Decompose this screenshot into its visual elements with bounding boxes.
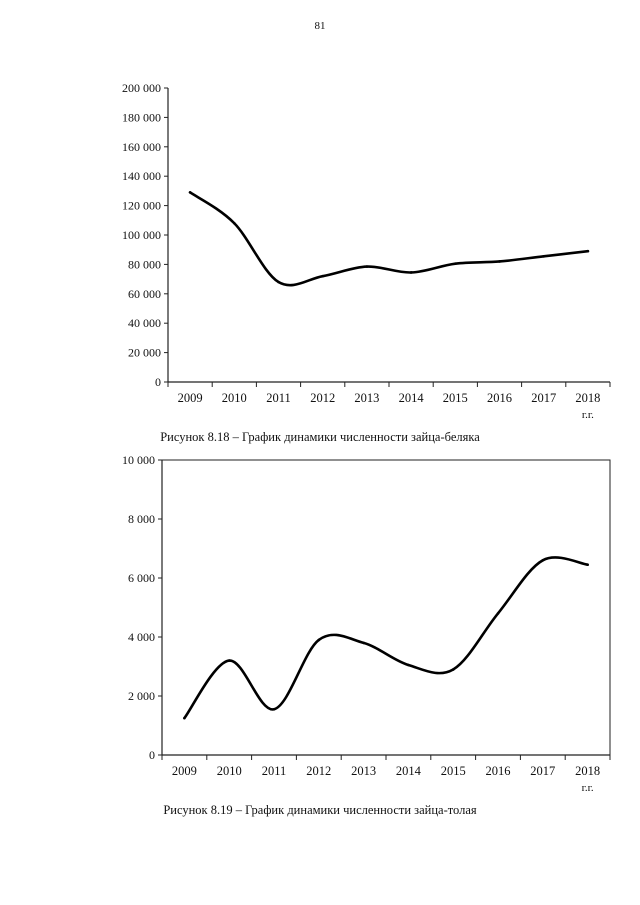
series-line [183, 556, 589, 720]
x-tick-label: 2015 [443, 391, 468, 405]
y-tick-label: 200 000 [122, 81, 161, 95]
data-point [541, 559, 545, 562]
data-point [407, 663, 410, 667]
x-unit-label: г.г. [582, 409, 594, 421]
x-tick-label: 2009 [178, 391, 203, 405]
y-tick-label: 100 000 [122, 228, 161, 242]
data-point [188, 191, 192, 194]
figure-caption-8-19: Рисунок 8.19 – График динамики численнос… [163, 803, 477, 817]
chart-hare-tolai: 0 2 000 4 000 6 000 8 000 10 000 2009 2010 2011 2… [122, 453, 611, 794]
x-tick-label: 2010 [217, 764, 242, 778]
data-point [451, 668, 455, 671]
y-tick-label: 140 000 [122, 169, 161, 183]
y-tick-label: 80 000 [128, 257, 161, 271]
y-tick-label: 4 000 [128, 630, 155, 644]
data-point [496, 612, 500, 615]
y-tick-label: 6 000 [128, 571, 155, 585]
y-tick-label: 20 000 [128, 346, 161, 360]
x-tick-label: 2018 [575, 764, 600, 778]
y-tick-label: 8 000 [128, 512, 155, 526]
x-tick-label: 2014 [399, 391, 425, 405]
data-point [227, 659, 231, 662]
data-point [272, 707, 276, 711]
x-tick-label: 2009 [172, 764, 197, 778]
series-line [188, 191, 590, 287]
data-point [317, 638, 321, 642]
x-tick-label: 2015 [441, 764, 466, 778]
data-point [277, 280, 280, 284]
x-tick-label: 2013 [354, 391, 379, 405]
x-tick-label: 2011 [262, 764, 287, 778]
x-tick-label: 2014 [396, 764, 422, 778]
data-point [542, 255, 545, 258]
y-tick-label: 10 000 [122, 453, 155, 467]
data-point [409, 271, 413, 274]
plot-frame [161, 459, 611, 756]
x-tick-label: 2018 [575, 391, 600, 405]
data-point [362, 641, 365, 645]
y-tick-label: 2 000 [128, 689, 155, 703]
y-tick-label: 120 000 [122, 199, 161, 213]
y-tick-label: 60 000 [128, 287, 161, 301]
x-tick-label: 2013 [351, 764, 376, 778]
x-tick-label: 2012 [310, 391, 335, 405]
y-tick-label: 0 [155, 375, 161, 389]
data-point [498, 260, 501, 263]
y-tick-label: 0 [149, 748, 155, 762]
chart-hare-white: 0 20 000 40 000 60 000 80 000 100 000 120 000 1… [122, 81, 611, 421]
data-point [586, 563, 589, 567]
y-tick-label: 180 000 [122, 110, 161, 124]
x-tick-label: 2017 [530, 764, 555, 778]
x-tick-label: 2016 [486, 764, 511, 778]
x-tick-label: 2012 [306, 764, 331, 778]
x-tick-label: 2010 [222, 391, 247, 405]
y-tick-label: 160 000 [122, 140, 161, 154]
x-tick-label: 2011 [266, 391, 291, 405]
page-number: 81 [314, 20, 326, 32]
x-tick-label: 2016 [487, 391, 512, 405]
y-tick-label: 40 000 [128, 316, 161, 330]
data-point [321, 274, 325, 278]
data-point [233, 221, 236, 225]
x-unit-label: г.г. [582, 782, 594, 794]
data-point [183, 716, 186, 720]
data-point [586, 249, 590, 253]
data-point [365, 265, 369, 268]
data-point [454, 262, 457, 265]
figure-caption-8-18: Рисунок 8.18 – График динамики численнос… [160, 430, 480, 444]
x-tick-label: 2017 [531, 391, 556, 405]
